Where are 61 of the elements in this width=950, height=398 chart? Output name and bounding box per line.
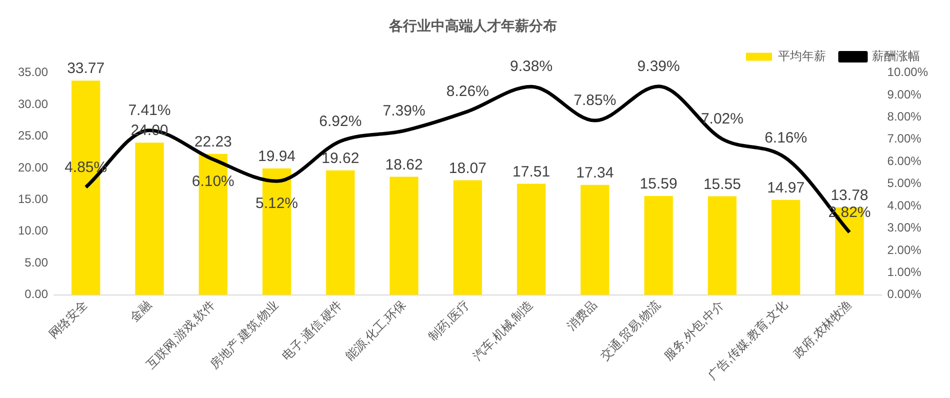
data-label: 19.94 bbox=[258, 148, 296, 165]
bar bbox=[453, 180, 482, 295]
bar bbox=[516, 184, 546, 295]
data-label: 6.92% bbox=[319, 112, 362, 130]
y-tick-label: 30.00 bbox=[18, 96, 48, 111]
data-label: 17.51 bbox=[512, 163, 550, 180]
x-tick-label: 政府,农林牧渔 bbox=[790, 298, 854, 361]
y-tick-label: 25.00 bbox=[18, 128, 48, 143]
x-tick-label: 汽车,机械,制造 bbox=[470, 298, 536, 364]
y2-tick-label: 0.00% bbox=[887, 287, 922, 302]
chart-title: 各行业中高端人才年薪分布 bbox=[388, 17, 557, 34]
data-label: 7.39% bbox=[382, 102, 426, 120]
y-tick-label: 15.00 bbox=[18, 192, 48, 206]
y2-tick-label: 3.00% bbox=[887, 220, 922, 235]
y-tick-label: 0.00 bbox=[24, 287, 48, 302]
y2-tick-label: 7.00% bbox=[887, 132, 922, 146]
legend-label: 薪酬涨幅 bbox=[872, 49, 920, 64]
data-label: 9.39% bbox=[637, 58, 680, 75]
data-label: 22.23 bbox=[194, 133, 232, 150]
data-label: 19.62 bbox=[322, 150, 360, 168]
data-label: 6.16% bbox=[764, 130, 808, 147]
bar bbox=[580, 184, 610, 295]
bar bbox=[135, 142, 164, 295]
data-label: 7.41% bbox=[128, 102, 171, 119]
y-tick-label: 5.00 bbox=[24, 255, 48, 270]
x-tick-label: 交通,贸易,物流 bbox=[598, 298, 664, 364]
y2-tick-label: 6.00% bbox=[887, 154, 922, 168]
data-label: 8.26% bbox=[446, 83, 489, 100]
bar bbox=[644, 196, 673, 295]
y2-tick-label: 5.00% bbox=[887, 176, 922, 190]
x-tick-label: 制药,医疗 bbox=[426, 298, 472, 344]
data-label: 15.59 bbox=[640, 176, 678, 193]
x-tick-label: 网络安全 bbox=[46, 298, 90, 342]
y2-tick-label: 4.00% bbox=[887, 198, 922, 212]
data-label: 14.97 bbox=[767, 180, 805, 197]
data-label: 7.85% bbox=[574, 92, 616, 110]
y2-tick-label: 2.00% bbox=[887, 242, 922, 257]
x-tick-label: 消费品 bbox=[564, 298, 600, 333]
x-tick-label: 金融 bbox=[127, 298, 154, 324]
y-tick-label: 35.00 bbox=[18, 65, 48, 80]
x-tick-label: 能源,化工,环保 bbox=[342, 298, 408, 364]
data-label: 9.38% bbox=[510, 58, 553, 76]
data-label: 33.77 bbox=[67, 60, 105, 78]
y2-tick-label: 8.00% bbox=[887, 110, 922, 124]
data-label: 7.02% bbox=[700, 110, 744, 128]
bar bbox=[390, 176, 418, 295]
y-tick-label: 20.00 bbox=[18, 160, 48, 174]
data-label: 18.07 bbox=[448, 160, 486, 177]
data-label: 17.34 bbox=[576, 164, 614, 182]
y-tick-label: 10.00 bbox=[18, 224, 48, 238]
y2-tick-label: 9.00% bbox=[887, 87, 922, 102]
x-tick-label: 电子,通信,硬件 bbox=[279, 298, 345, 364]
bar bbox=[326, 170, 355, 295]
y2-tick-label: 10.00% bbox=[887, 65, 928, 80]
data-label: 15.55 bbox=[703, 176, 741, 193]
data-label: 13.78 bbox=[830, 187, 868, 204]
y2-tick-label: 1.00% bbox=[887, 264, 922, 279]
bar bbox=[772, 200, 800, 295]
data-label: 18.62 bbox=[385, 156, 423, 174]
legend-label: 平均年薪 bbox=[778, 49, 826, 64]
bar bbox=[708, 196, 737, 295]
